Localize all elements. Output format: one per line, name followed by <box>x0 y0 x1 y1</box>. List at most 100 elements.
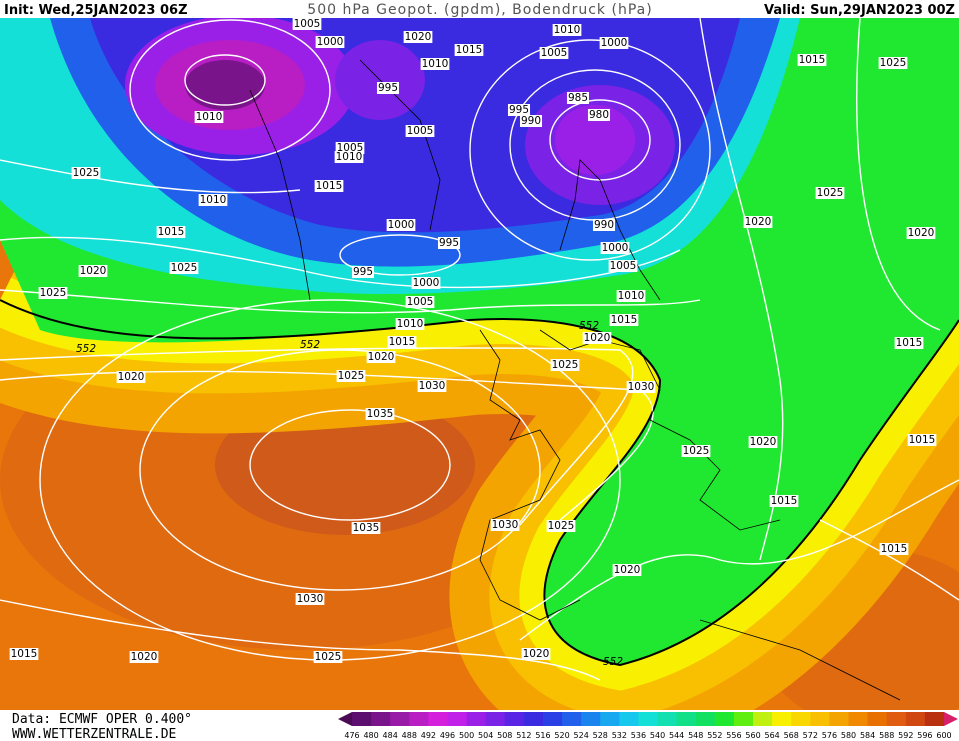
isobar-label: 990 <box>594 219 614 231</box>
isobar-label: 1015 <box>771 495 798 507</box>
isobar-label: 552 <box>300 339 320 351</box>
label-box <box>403 31 433 43</box>
scale-swatch <box>428 712 448 726</box>
isobar-label: 985 <box>568 92 588 104</box>
label-box <box>315 36 345 48</box>
isobar-label: 1020 <box>908 227 935 239</box>
label-box <box>743 216 773 228</box>
label-box <box>169 262 199 274</box>
isobar-label: 1010 <box>397 318 424 330</box>
label-box <box>612 564 642 576</box>
isobar-label: 1020 <box>745 216 772 228</box>
isobar-label: 1000 <box>317 36 344 48</box>
label-box <box>592 219 616 231</box>
scale-tick-label: 588 <box>879 731 894 740</box>
label-box <box>313 651 343 663</box>
scale-tick-label: 600 <box>936 731 951 740</box>
website: WWW.WETTERZENTRALE.DE <box>12 727 176 741</box>
label-box <box>609 314 639 326</box>
label-box <box>334 151 364 163</box>
scale-tick-label: 592 <box>898 731 913 740</box>
isobar-label: 1020 <box>368 351 395 363</box>
isobars <box>0 17 959 681</box>
label-box <box>129 651 159 663</box>
label-box <box>336 370 366 382</box>
label-box <box>454 44 484 56</box>
isobar-label: 1020 <box>80 265 107 277</box>
scale-tick-label: 548 <box>688 731 703 740</box>
label-box <box>879 543 909 555</box>
scale-swatch <box>390 712 410 726</box>
scale-tick-label: 584 <box>860 731 875 740</box>
isobar-label: 1010 <box>336 151 363 163</box>
isobar-label: 1005 <box>541 47 568 59</box>
data-source: Data: ECMWF OPER 0.400° <box>12 712 192 727</box>
label-box <box>550 359 580 371</box>
label-box <box>539 47 569 59</box>
scale-tick-label: 572 <box>803 731 818 740</box>
isobar-label: 1005 <box>610 260 637 272</box>
isobar-label: 1015 <box>881 543 908 555</box>
label-box <box>626 381 656 393</box>
scale-swatch <box>600 712 620 726</box>
label-box <box>292 18 322 30</box>
label-box <box>38 287 68 299</box>
scale-tick-label: 524 <box>574 731 589 740</box>
isobar-label: 1010 <box>200 194 227 206</box>
label-box <box>681 445 711 457</box>
isobar-label: 1025 <box>40 287 67 299</box>
scale-tick-label: 488 <box>402 731 417 740</box>
scale-tick-label: 556 <box>726 731 741 740</box>
isobar-label: 1020 <box>584 332 611 344</box>
label-box <box>156 226 186 238</box>
label-box <box>411 277 441 289</box>
scale-tick-label: 560 <box>745 731 760 740</box>
isobar-label: 1015 <box>611 314 638 326</box>
scale-tick-label: 512 <box>516 731 531 740</box>
isobar-label: 1015 <box>896 337 923 349</box>
label-box <box>552 24 582 36</box>
scale-swatch <box>657 712 678 726</box>
scale-swatch <box>409 712 429 726</box>
isobar-label: 1015 <box>389 336 416 348</box>
scale-swatch <box>829 712 850 726</box>
isobar-label: 1010 <box>196 111 223 123</box>
label-box <box>797 54 827 66</box>
scale-arrow <box>944 712 958 726</box>
label-box <box>365 408 395 420</box>
isobar-label: 1015 <box>158 226 185 238</box>
label-box <box>546 520 576 532</box>
scale-swatch <box>581 712 601 726</box>
valid-time: Valid: Sun,29JAN2023 00Z <box>764 3 955 18</box>
scale-tick-label: 508 <box>497 731 512 740</box>
isobar-label: 1025 <box>880 57 907 69</box>
scale-swatch <box>753 712 773 726</box>
scale-swatch <box>676 712 697 726</box>
scale-tick-label: 532 <box>612 731 627 740</box>
scale-swatch <box>810 712 830 726</box>
isobar-label: 995 <box>439 237 459 249</box>
label-box <box>599 37 629 49</box>
scale-swatch <box>924 712 945 726</box>
label-box <box>437 237 461 249</box>
label-box <box>295 593 325 605</box>
label-box <box>906 227 936 239</box>
isobar-label: 1005 <box>407 296 434 308</box>
scale-tick-label: 544 <box>669 731 684 740</box>
scale-swatch <box>791 712 811 726</box>
init-time: Init: Wed,25JAN2023 06Z <box>4 3 188 18</box>
isobar-label: 1020 <box>523 648 550 660</box>
scale-swatch <box>523 712 544 726</box>
label-box <box>878 57 908 69</box>
isobar-label: 552 <box>579 320 599 332</box>
isobar-label: 1000 <box>601 37 628 49</box>
label-box <box>519 115 543 127</box>
label-box <box>582 332 612 344</box>
isobar-label: 1025 <box>171 262 198 274</box>
scale-tick-label: 520 <box>554 731 569 740</box>
scale-swatch <box>352 712 372 726</box>
isobar-label: 1025 <box>338 370 365 382</box>
scale-swatch <box>504 712 525 726</box>
scale-swatch <box>447 712 468 726</box>
